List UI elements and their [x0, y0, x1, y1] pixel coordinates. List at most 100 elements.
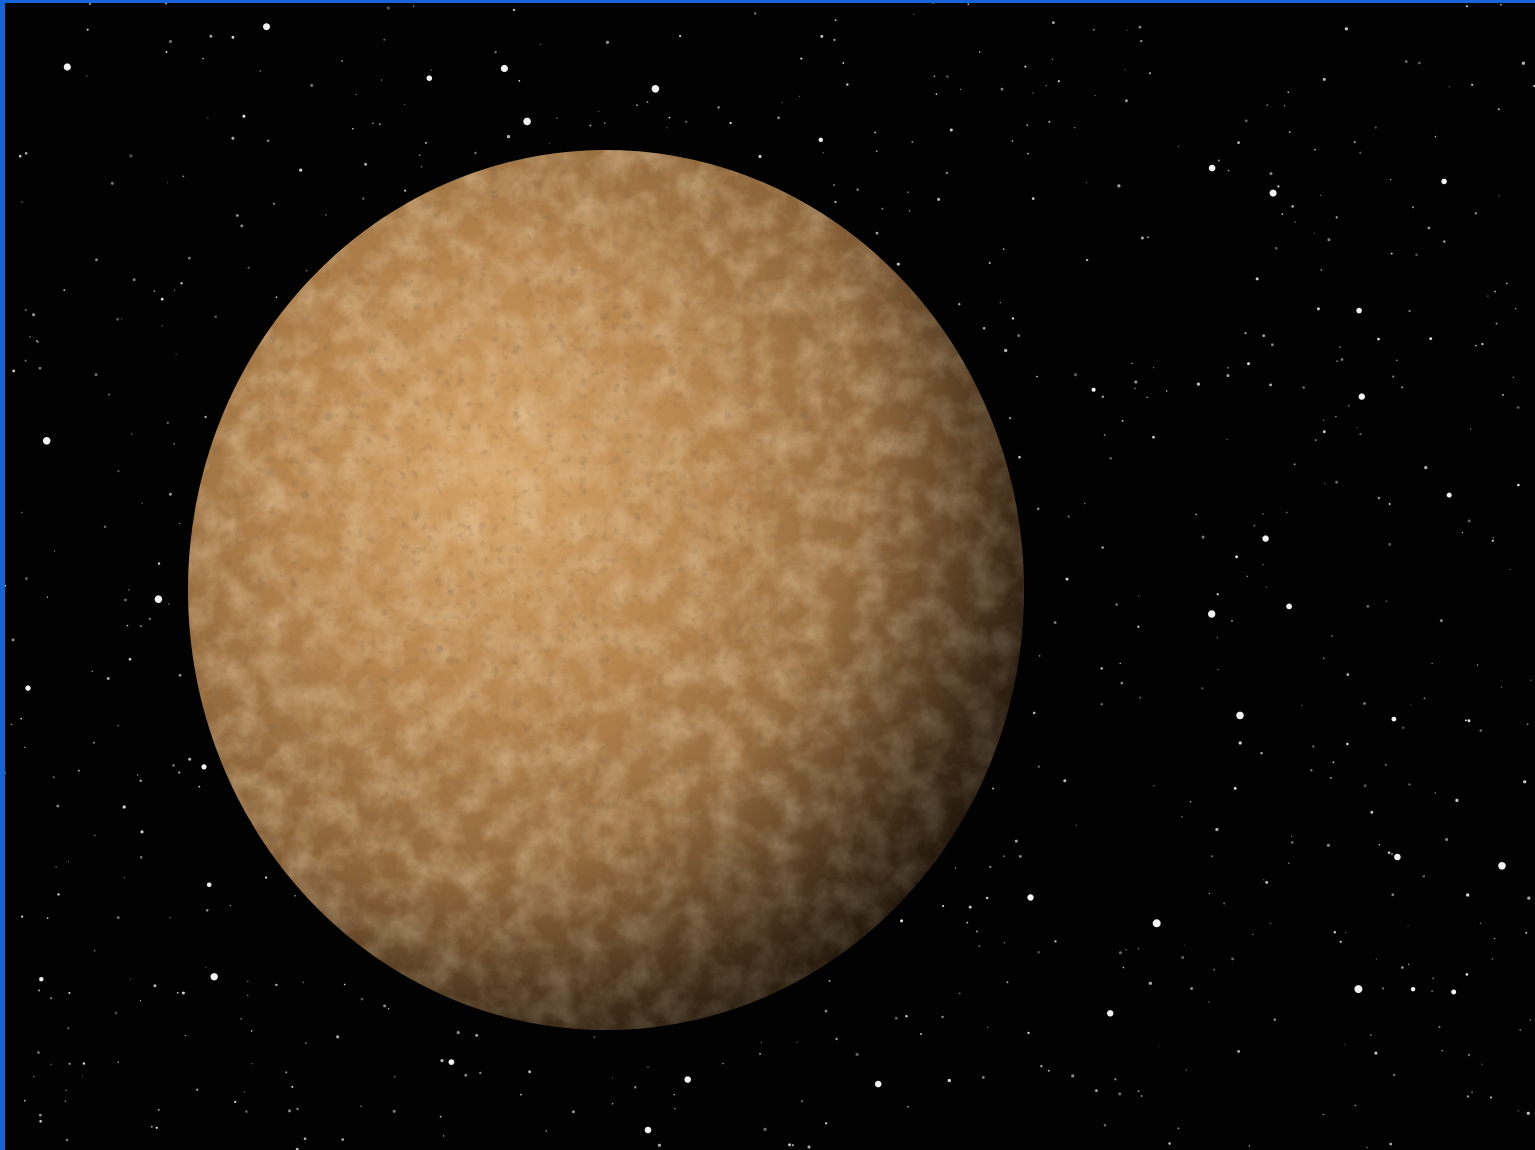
star — [341, 60, 343, 62]
star — [1189, 801, 1192, 803]
star — [1424, 466, 1428, 470]
star — [1002, 248, 1005, 250]
star — [1517, 1110, 1519, 1112]
star — [362, 197, 365, 200]
star — [1181, 816, 1183, 818]
star — [86, 75, 88, 77]
star — [475, 1033, 479, 1037]
star — [1506, 282, 1508, 285]
star — [1407, 924, 1409, 926]
star — [1138, 25, 1142, 29]
star — [941, 1015, 944, 1019]
star — [684, 120, 688, 124]
star — [393, 1075, 396, 1078]
star — [1394, 853, 1401, 861]
star — [905, 1015, 908, 1018]
star — [1335, 480, 1338, 484]
star — [1293, 463, 1296, 466]
star — [1168, 1142, 1171, 1145]
star — [947, 1078, 951, 1083]
star — [131, 433, 133, 435]
star — [1471, 1091, 1474, 1094]
star — [67, 1027, 70, 1030]
star — [94, 834, 96, 836]
star — [1489, 1096, 1493, 1099]
star — [38, 366, 42, 370]
star — [1235, 555, 1238, 559]
star — [184, 1034, 187, 1037]
star — [1491, 958, 1494, 960]
star — [24, 577, 28, 581]
star — [1467, 719, 1471, 723]
star — [141, 502, 143, 504]
star — [1374, 126, 1377, 129]
star — [1177, 146, 1179, 148]
star — [21, 915, 24, 918]
star — [1155, 924, 1158, 927]
star — [68, 1062, 71, 1065]
star — [1487, 295, 1489, 297]
star — [1327, 238, 1331, 242]
star — [1474, 344, 1477, 347]
star — [673, 1094, 675, 1096]
star — [968, 905, 972, 909]
star — [1184, 944, 1186, 946]
star — [1253, 524, 1256, 527]
star — [209, 34, 213, 38]
star — [1378, 844, 1381, 846]
star — [430, 69, 432, 71]
star — [291, 1085, 294, 1088]
star — [758, 155, 762, 158]
star — [247, 266, 250, 269]
star — [1092, 28, 1095, 31]
star — [825, 1122, 828, 1125]
star — [166, 421, 169, 424]
star — [383, 38, 386, 41]
star — [246, 980, 249, 983]
star — [1274, 246, 1278, 250]
star — [160, 297, 164, 301]
star — [172, 764, 175, 767]
star — [674, 1107, 676, 1110]
star — [425, 142, 427, 144]
star — [464, 1073, 468, 1077]
star — [1525, 931, 1528, 934]
star — [1217, 669, 1219, 671]
star — [494, 51, 497, 54]
star — [20, 717, 23, 720]
star — [178, 522, 180, 525]
star — [247, 994, 249, 997]
star — [198, 785, 201, 788]
star — [1474, 212, 1478, 215]
star — [263, 23, 270, 31]
star — [360, 1105, 362, 1108]
star — [1377, 337, 1380, 341]
star — [979, 51, 981, 53]
star — [1011, 140, 1014, 142]
star — [1262, 513, 1264, 515]
star — [1466, 893, 1470, 897]
star — [1026, 124, 1029, 127]
star — [82, 1062, 86, 1065]
star — [1354, 1104, 1357, 1107]
star — [1083, 502, 1086, 505]
star — [1071, 1074, 1075, 1078]
star — [1441, 178, 1447, 185]
star — [173, 289, 175, 291]
star — [65, 1138, 69, 1142]
star — [1101, 546, 1104, 549]
star — [668, 116, 671, 119]
star — [834, 200, 837, 204]
star — [392, 1109, 396, 1113]
star — [1166, 390, 1168, 392]
star — [1036, 375, 1038, 378]
star — [1118, 951, 1122, 955]
star — [91, 670, 94, 672]
star — [986, 896, 989, 900]
star — [1429, 337, 1433, 340]
star — [1137, 595, 1140, 597]
star — [875, 150, 878, 153]
star — [325, 214, 327, 216]
star — [788, 1143, 791, 1147]
star — [1269, 922, 1272, 925]
